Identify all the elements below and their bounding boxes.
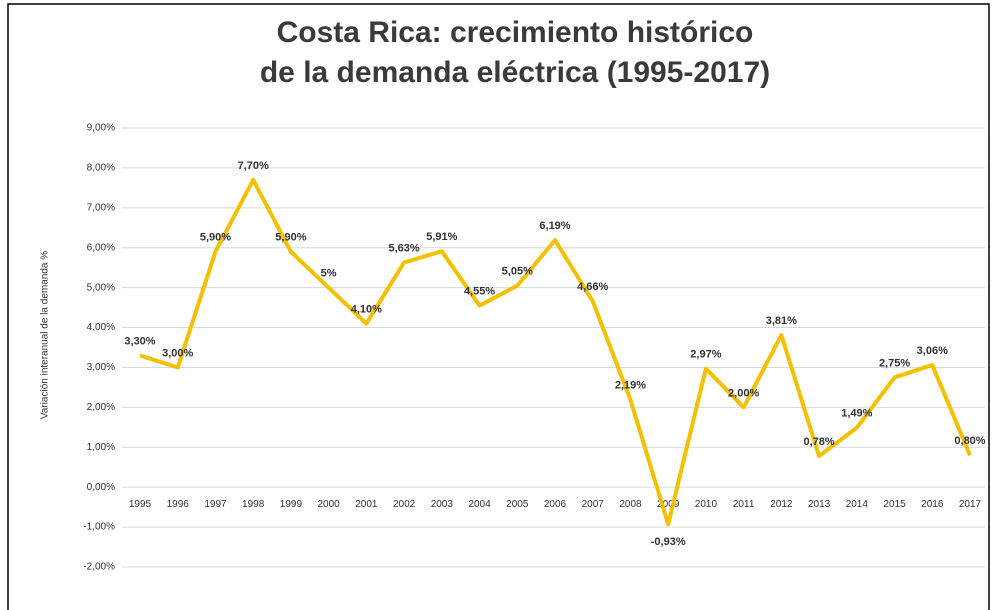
x-tick-label: 1999 bbox=[280, 499, 303, 510]
chart-title: Costa Rica: crecimiento histórico bbox=[277, 16, 754, 49]
x-tick-label: 2007 bbox=[582, 499, 605, 510]
data-label: -0,93% bbox=[651, 536, 686, 548]
x-tick-label: 1996 bbox=[167, 499, 190, 510]
x-tick-label: 2006 bbox=[544, 499, 567, 510]
data-label: 4,66% bbox=[577, 281, 608, 293]
y-axis-title: Variación interanual de la demanda % bbox=[40, 251, 51, 419]
data-line bbox=[139, 177, 972, 527]
x-tick-label: 2003 bbox=[431, 499, 454, 510]
data-label: 3,81% bbox=[766, 315, 797, 327]
y-tick-label: 3,00% bbox=[87, 362, 115, 373]
data-label: 0,78% bbox=[803, 436, 834, 448]
y-tick-label: 9,00% bbox=[87, 123, 115, 134]
x-tick-label: 2010 bbox=[695, 499, 718, 510]
data-label: 3,06% bbox=[917, 345, 948, 357]
x-tick-label: 2013 bbox=[808, 499, 831, 510]
data-label: 4,55% bbox=[464, 286, 495, 298]
y-tick-label: 7,00% bbox=[87, 202, 115, 213]
data-label: 2,00% bbox=[728, 387, 759, 399]
chart-title: de la demanda eléctrica (1995-2017) bbox=[260, 56, 770, 89]
y-tick-label: 2,00% bbox=[87, 402, 115, 413]
data-label: 3,00% bbox=[162, 347, 193, 359]
x-tick-label: 1997 bbox=[204, 499, 227, 510]
data-label: 2,75% bbox=[879, 357, 910, 369]
data-label: 0,80% bbox=[954, 435, 985, 447]
x-tick-label: 2004 bbox=[468, 499, 491, 510]
data-label: 3,30% bbox=[124, 335, 155, 347]
data-label: 5,91% bbox=[426, 231, 457, 243]
y-tick-label: 4,00% bbox=[87, 322, 115, 333]
x-tick-label: 2001 bbox=[355, 499, 378, 510]
data-label: 6,19% bbox=[539, 220, 570, 232]
x-tick-label: 2017 bbox=[959, 499, 982, 510]
x-tick-label: 2000 bbox=[318, 499, 341, 510]
y-tick-label: 1,00% bbox=[87, 442, 115, 453]
data-label: 4,10% bbox=[351, 303, 382, 315]
x-tick-label: 2002 bbox=[393, 499, 416, 510]
data-label: 5,90% bbox=[200, 232, 231, 244]
y-tick-label: 8,00% bbox=[87, 163, 115, 174]
y-tick-label: 6,00% bbox=[87, 242, 115, 253]
data-label: 2,97% bbox=[690, 349, 721, 361]
x-tick-label: 2016 bbox=[921, 499, 944, 510]
x-tick-label: 2015 bbox=[883, 499, 906, 510]
x-tick-label: 2014 bbox=[846, 499, 869, 510]
x-tick-label: 1998 bbox=[242, 499, 265, 510]
y-tick-label: -1,00% bbox=[83, 522, 115, 533]
data-label: 1,49% bbox=[841, 408, 872, 420]
data-label: 5,63% bbox=[388, 242, 419, 254]
chart-border bbox=[7, 3, 990, 610]
data-label: 5,90% bbox=[275, 232, 306, 244]
y-tick-label: -2,00% bbox=[83, 562, 115, 573]
data-label: 5,05% bbox=[502, 266, 533, 278]
data-label: 2,19% bbox=[615, 380, 646, 392]
x-tick-label: 2009 bbox=[657, 499, 680, 510]
x-tick-label: 2011 bbox=[733, 499, 755, 510]
y-tick-label: 0,00% bbox=[87, 482, 115, 493]
x-tick-label: 2012 bbox=[770, 499, 793, 510]
x-tick-label: 2008 bbox=[619, 499, 642, 510]
y-tick-label: 5,00% bbox=[87, 282, 115, 293]
x-tick-label: 2005 bbox=[506, 499, 529, 510]
data-label: 7,70% bbox=[238, 160, 269, 172]
x-tick-label: 1995 bbox=[129, 499, 152, 510]
data-label: 5% bbox=[321, 268, 337, 280]
